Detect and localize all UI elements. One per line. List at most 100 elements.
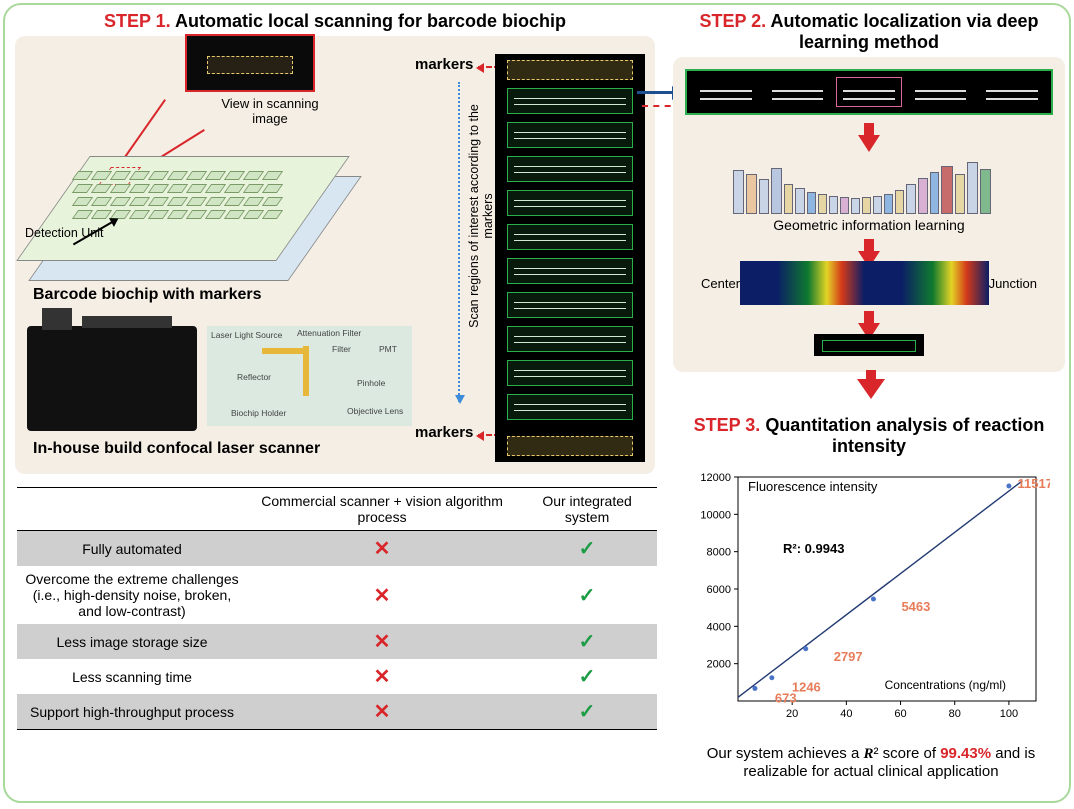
chart-svg: 2000400060008000100001200020406080100673…	[690, 465, 1050, 735]
col1-mark: ✕	[247, 694, 517, 730]
strip-segment	[836, 77, 902, 107]
svg-text:8000: 8000	[707, 547, 731, 559]
col2-mark: ✓	[517, 694, 657, 730]
scan-view-inset	[185, 34, 315, 92]
row-label: Fully automated	[17, 531, 247, 567]
strip-segment	[765, 77, 831, 107]
col2-mark: ✓	[517, 624, 657, 659]
scan-direction-label: Scan regions of interest according to th…	[467, 86, 495, 346]
table-body: Fully automated✕✓Overcome the extreme ch…	[17, 531, 657, 730]
book-stack-graphic	[733, 159, 1003, 214]
step2-title: STEP 2. Automatic localization via deep …	[673, 11, 1065, 53]
step1-rest: Automatic local scanning for barcode bio…	[171, 11, 566, 31]
table-row: Less image storage size✕✓	[17, 624, 657, 659]
down-arrow-icon	[858, 135, 880, 152]
strip-segment	[979, 77, 1045, 107]
svg-text:1246: 1246	[792, 680, 821, 695]
figure-frame: STEP 1. Automatic local scanning for bar…	[3, 3, 1071, 803]
svg-text:R²: 0.9943: R²: 0.9943	[783, 541, 844, 556]
table-row: Fully automated✕✓	[17, 531, 657, 567]
scan-row	[507, 326, 633, 352]
step2-rest: Automatic localization via deep learning…	[766, 11, 1038, 52]
svg-text:4000: 4000	[707, 621, 731, 633]
optics-lbl: PMT	[379, 344, 397, 354]
step3-caption: Our system achieves a R² score of 99.43%…	[675, 745, 1067, 780]
strip-segment	[908, 77, 974, 107]
svg-text:2797: 2797	[834, 649, 863, 664]
step2-panel: STEP 2. Automatic localization via deep …	[673, 11, 1065, 372]
col2-header: Our integrated system	[517, 488, 657, 531]
col1-mark: ✕	[247, 566, 517, 624]
svg-text:6000: 6000	[707, 584, 731, 596]
scan-column	[495, 54, 645, 462]
optics-diagram: Laser Light Source Attenuation Filter Fi…	[207, 326, 412, 426]
svg-text:2000: 2000	[707, 659, 731, 671]
row-label: Overcome the extreme challenges (i.e., h…	[17, 566, 247, 624]
row-label: Support high-throughput process	[17, 694, 247, 730]
table-row: Overcome the extreme challenges (i.e., h…	[17, 566, 657, 624]
scanner-photo	[27, 326, 197, 431]
svg-text:80: 80	[949, 708, 961, 720]
scan-row	[507, 88, 633, 114]
heatmap-center	[740, 261, 864, 305]
col2-mark: ✓	[517, 659, 657, 694]
col2-mark: ✓	[517, 531, 657, 567]
table-row: Support high-throughput process✕✓	[17, 694, 657, 730]
markers-label: markers	[415, 56, 473, 73]
heatmaps-row: Center Junction	[701, 260, 1037, 306]
svg-text:12000: 12000	[700, 472, 731, 484]
scan-row	[507, 258, 633, 284]
center-label: Center	[701, 276, 740, 291]
svg-text:Fluorescence intensity: Fluorescence intensity	[748, 479, 878, 494]
markers-label: markers	[415, 424, 473, 441]
scan-row	[507, 394, 633, 420]
svg-text:60: 60	[894, 708, 906, 720]
optics-lbl: Attenuation Filter	[297, 328, 361, 338]
comparison-table: Commercial scanner + vision algorithm pr…	[17, 487, 657, 730]
row-label: Less scanning time	[17, 659, 247, 694]
scan-row	[507, 156, 633, 182]
mini-strip	[814, 334, 924, 356]
step2-body: Geometric information learning Center Ju…	[673, 57, 1065, 372]
optics-lbl: Filter	[332, 344, 351, 354]
table-header-row: Commercial scanner + vision algorithm pr…	[17, 488, 657, 531]
strip-segment	[693, 77, 759, 107]
segment-strip	[685, 69, 1053, 115]
step2-prefix: STEP 2.	[699, 11, 766, 31]
scan-row	[507, 190, 633, 216]
step3-title: STEP 3. Quantitation analysis of reactio…	[673, 415, 1065, 457]
biochip-diagram	[35, 116, 335, 286]
heatmap-junction	[864, 261, 988, 305]
scanner-caption: In-house build confocal laser scanner	[33, 440, 320, 458]
optics-lbl: Laser Light Source	[211, 330, 282, 340]
scan-row	[507, 224, 633, 250]
step1-body: View in scanning image Detection Unit Ba…	[15, 36, 655, 474]
svg-text:Concentrations (ng/ml): Concentrations (ng/ml)	[885, 678, 1006, 692]
step3-panel: STEP 3. Quantitation analysis of reactio…	[673, 415, 1065, 457]
optics-lbl: Biochip Holder	[231, 408, 286, 418]
col1-header: Commercial scanner + vision algorithm pr…	[247, 488, 517, 531]
scan-row	[507, 122, 633, 148]
col1-mark: ✕	[247, 531, 517, 567]
col2-mark: ✓	[517, 566, 657, 624]
table-row: Less scanning time✕✓	[17, 659, 657, 694]
col1-mark: ✕	[247, 659, 517, 694]
geo-label: Geometric information learning	[673, 217, 1065, 233]
r2-chart: 2000400060008000100001200020406080100673…	[690, 465, 1050, 735]
scan-direction-arrow	[458, 82, 460, 402]
biochip-caption: Barcode biochip with markers	[33, 286, 262, 304]
step3-rest: Quantitation analysis of reaction intens…	[760, 415, 1044, 456]
svg-text:40: 40	[840, 708, 852, 720]
svg-text:11517: 11517	[1017, 476, 1050, 491]
step1-title: STEP 1. Automatic local scanning for bar…	[15, 11, 655, 32]
col1-mark: ✕	[247, 624, 517, 659]
step1-prefix: STEP 1.	[104, 11, 171, 31]
scan-row	[507, 292, 633, 318]
optics-lbl: Reflector	[237, 372, 271, 382]
scan-row	[507, 360, 633, 386]
svg-text:100: 100	[1000, 708, 1018, 720]
optics-lbl: Objective Lens	[347, 406, 403, 416]
step3-prefix: STEP 3.	[694, 415, 761, 435]
optics-lbl: Pinhole	[357, 378, 385, 388]
step1-panel: STEP 1. Automatic local scanning for bar…	[15, 11, 655, 474]
